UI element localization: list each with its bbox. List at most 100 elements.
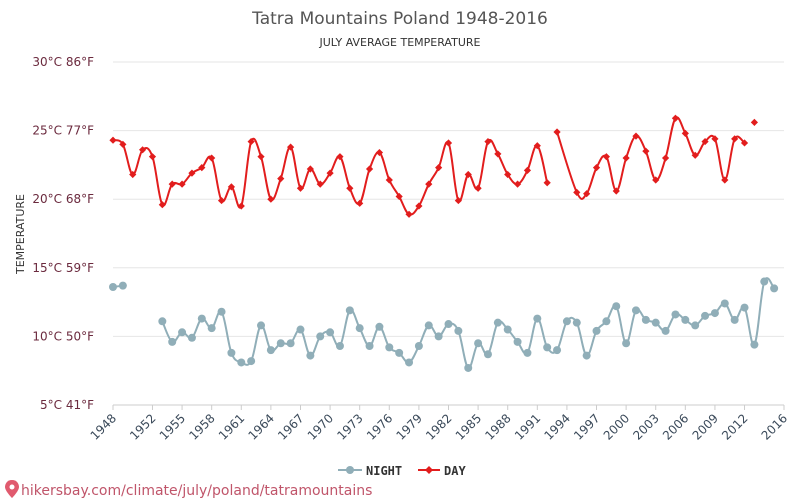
data-point-night[interactable]	[592, 326, 601, 335]
data-point-night[interactable]	[434, 332, 443, 341]
data-point-day[interactable]	[129, 170, 137, 179]
data-point-night[interactable]	[750, 340, 759, 349]
data-point-night[interactable]	[237, 358, 246, 367]
data-point-night[interactable]	[395, 348, 404, 357]
data-point-day[interactable]	[494, 150, 502, 158]
data-point-night[interactable]	[158, 317, 167, 326]
data-point-day[interactable]	[691, 151, 699, 159]
legend[interactable]: NIGHT DAY	[338, 464, 466, 478]
data-point-night[interactable]	[276, 339, 285, 348]
data-point-night[interactable]	[671, 310, 680, 319]
data-point-night[interactable]	[405, 358, 414, 367]
data-point-night[interactable]	[306, 351, 315, 360]
data-point-day[interactable]	[533, 142, 541, 150]
data-point-night[interactable]	[454, 326, 463, 335]
data-point-night[interactable]	[710, 309, 719, 318]
data-point-night[interactable]	[266, 346, 275, 355]
data-point-night[interactable]	[760, 277, 769, 286]
data-point-night[interactable]	[326, 328, 335, 337]
data-point-night[interactable]	[247, 357, 256, 366]
data-point-day[interactable]	[701, 137, 709, 146]
data-point-day[interactable]	[602, 153, 610, 161]
watermark[interactable]: hikersbay.com/climate/july/poland/tatram…	[5, 480, 372, 499]
data-point-night[interactable]	[770, 284, 779, 293]
data-point-day[interactable]	[622, 154, 630, 162]
data-point-day[interactable]	[119, 140, 127, 148]
data-point-night[interactable]	[365, 342, 374, 351]
data-point-day[interactable]	[375, 148, 384, 157]
data-point-day[interactable]	[750, 118, 758, 126]
data-point-night[interactable]	[622, 339, 631, 348]
data-point-day[interactable]	[227, 183, 236, 191]
data-point-night[interactable]	[493, 318, 502, 327]
data-point-night[interactable]	[464, 363, 473, 372]
data-point-day[interactable]	[731, 135, 739, 143]
data-point-day[interactable]	[395, 192, 403, 201]
data-point-night[interactable]	[335, 342, 344, 351]
data-point-night[interactable]	[355, 324, 364, 333]
data-point-day[interactable]	[326, 169, 334, 177]
data-point-day[interactable]	[612, 187, 620, 195]
data-point-day[interactable]	[247, 137, 255, 146]
data-point-day[interactable]	[553, 128, 561, 136]
data-point-night[interactable]	[385, 343, 394, 352]
data-point-day[interactable]	[642, 147, 650, 155]
data-point-night[interactable]	[513, 337, 522, 346]
data-point-day[interactable]	[148, 153, 157, 161]
data-point-night[interactable]	[109, 283, 117, 292]
data-point-night[interactable]	[197, 314, 206, 323]
data-point-day[interactable]	[661, 154, 670, 162]
data-point-day[interactable]	[573, 188, 581, 196]
data-point-night[interactable]	[681, 315, 690, 324]
data-point-day[interactable]	[158, 201, 166, 209]
data-point-night[interactable]	[701, 311, 710, 320]
legend-item-night[interactable]: NIGHT	[338, 464, 402, 478]
data-point-day[interactable]	[405, 210, 413, 218]
data-point-night[interactable]	[553, 346, 562, 355]
data-point-night[interactable]	[730, 315, 739, 324]
data-point-night[interactable]	[503, 325, 512, 334]
data-point-day[interactable]	[523, 166, 532, 174]
data-point-day[interactable]	[592, 164, 601, 172]
data-point-night[interactable]	[375, 322, 384, 331]
data-point-day[interactable]	[513, 180, 522, 188]
data-point-day[interactable]	[425, 180, 433, 188]
data-point-night[interactable]	[257, 321, 266, 330]
data-point-day[interactable]	[711, 135, 719, 143]
legend-item-day[interactable]: DAY	[418, 464, 466, 478]
data-point-night[interactable]	[424, 321, 433, 330]
data-point-day[interactable]	[316, 180, 324, 188]
data-point-day[interactable]	[208, 154, 216, 162]
data-point-night[interactable]	[523, 348, 532, 357]
data-point-night[interactable]	[227, 348, 236, 357]
data-point-day[interactable]	[277, 175, 285, 183]
data-point-day[interactable]	[454, 196, 462, 205]
data-point-night[interactable]	[562, 317, 571, 326]
data-point-night[interactable]	[187, 333, 196, 342]
data-point-day[interactable]	[257, 153, 265, 161]
data-point-night[interactable]	[543, 343, 552, 352]
data-point-night[interactable]	[286, 339, 295, 348]
data-point-night[interactable]	[296, 325, 305, 334]
data-point-night[interactable]	[691, 321, 700, 330]
data-point-night[interactable]	[533, 314, 542, 323]
data-point-night[interactable]	[612, 302, 621, 311]
data-point-day[interactable]	[139, 146, 147, 154]
data-point-day[interactable]	[188, 169, 196, 177]
data-point-night[interactable]	[720, 299, 729, 308]
data-point-day[interactable]	[464, 170, 472, 179]
data-point-night[interactable]	[483, 350, 492, 359]
data-point-day[interactable]	[306, 165, 314, 173]
data-point-day[interactable]	[385, 176, 393, 184]
data-point-night[interactable]	[217, 307, 226, 316]
data-point-day[interactable]	[198, 164, 206, 172]
data-point-day[interactable]	[474, 184, 482, 192]
data-point-night[interactable]	[414, 342, 423, 351]
data-point-night[interactable]	[582, 351, 591, 360]
data-point-day[interactable]	[632, 132, 640, 140]
data-point-night[interactable]	[740, 303, 749, 312]
data-point-day[interactable]	[681, 129, 689, 137]
data-point-night[interactable]	[631, 306, 640, 315]
watermark-text[interactable]: hikersbay.com/climate/july/poland/tatram…	[21, 483, 372, 499]
data-point-night[interactable]	[572, 318, 581, 327]
